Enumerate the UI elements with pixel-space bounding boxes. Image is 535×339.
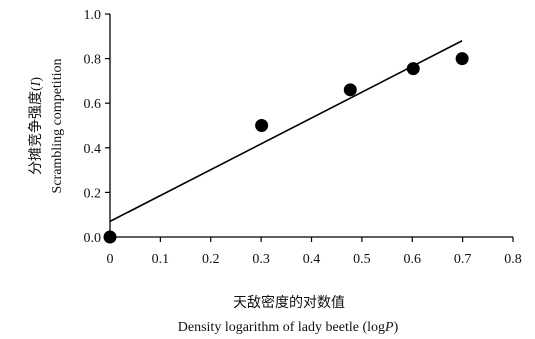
y-axis-ticks: 0.0 0.2 0.4 0.6 0.8 1.0 bbox=[84, 8, 110, 246]
x-tick-label: 0.6 bbox=[404, 252, 422, 267]
x-tick-label: 0.2 bbox=[202, 252, 220, 267]
x-axis-label-en: Density logarithm of lady beetle (logP) bbox=[178, 320, 399, 335]
y-tick-label: 0.0 bbox=[84, 231, 102, 246]
data-point bbox=[103, 230, 117, 244]
y-tick-label: 1.0 bbox=[84, 8, 102, 23]
y-tick-label: 0.8 bbox=[84, 53, 102, 68]
x-axis-ticks: 0 0.1 0.2 0.3 0.4 0.5 0.6 0.7 0.8 bbox=[107, 237, 522, 267]
x-tick-label: 0.5 bbox=[353, 252, 371, 267]
axes bbox=[109, 14, 513, 238]
y-tick-label: 0.6 bbox=[84, 97, 102, 112]
data-point bbox=[406, 62, 420, 76]
x-tick-label: 0.4 bbox=[303, 252, 321, 267]
x-tick-label: 0.3 bbox=[252, 252, 270, 267]
trendline bbox=[109, 40, 463, 223]
y-axis-label-en: Scrambling competition bbox=[50, 59, 65, 194]
y-tick-label: 0.2 bbox=[84, 186, 102, 201]
y-axis-label-cn: 分摊竞争强度(I) bbox=[27, 77, 44, 175]
y-tick-label: 0.4 bbox=[84, 142, 102, 157]
x-axis-label-cn: 天敌密度的对数值 bbox=[233, 294, 345, 311]
x-tick-label: 0.1 bbox=[152, 252, 170, 267]
data-point bbox=[255, 119, 269, 132]
trendline-group bbox=[109, 40, 463, 223]
x-tick-label: 0 bbox=[107, 252, 114, 267]
data-points bbox=[103, 52, 469, 244]
data-point bbox=[343, 83, 357, 97]
data-point bbox=[455, 52, 469, 66]
x-tick-label: 0.7 bbox=[454, 252, 472, 267]
x-tick-label: 0.8 bbox=[504, 252, 522, 267]
